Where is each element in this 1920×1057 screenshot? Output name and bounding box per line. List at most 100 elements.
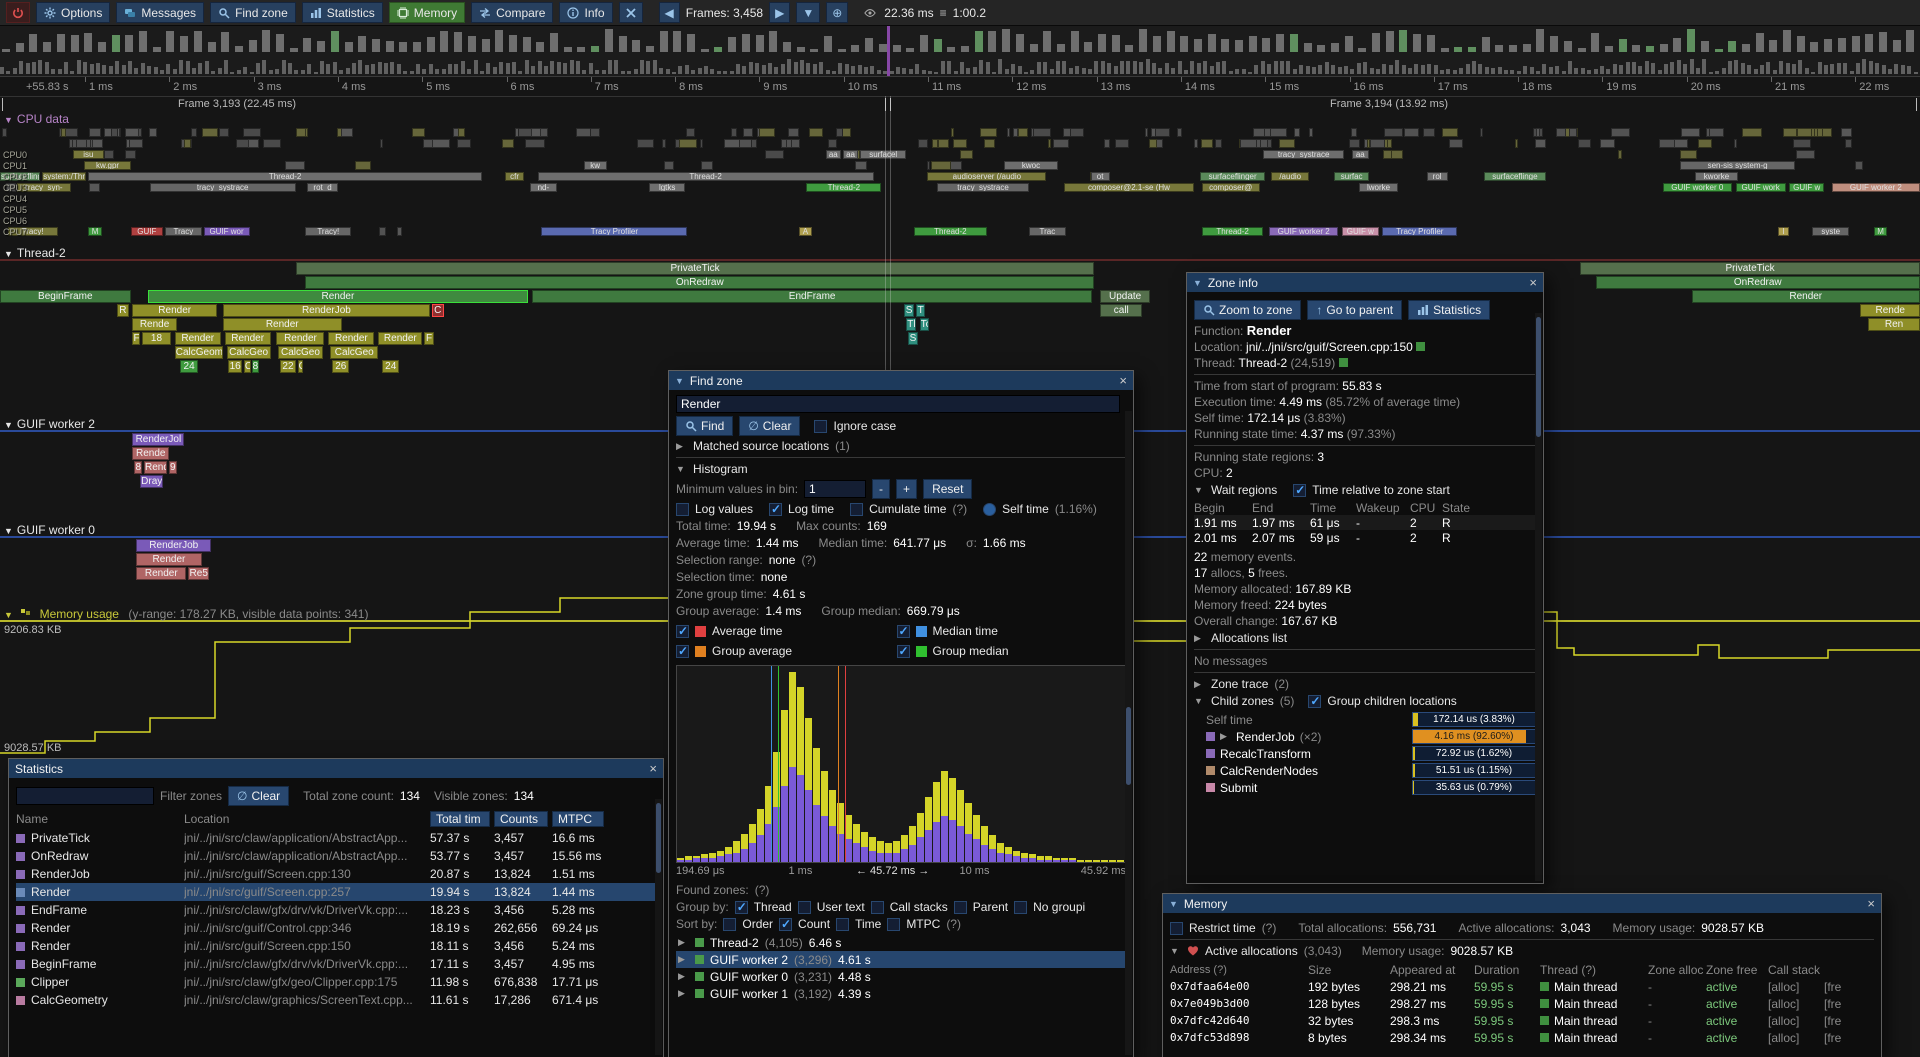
tools-button[interactable] <box>618 2 643 23</box>
cpu-segment[interactable] <box>60 128 67 137</box>
statistics-button[interactable]: Statistics <box>301 2 383 23</box>
column-header[interactable]: Size <box>1308 962 1332 977</box>
prev-frame-button[interactable]: ◀ <box>658 2 680 23</box>
zone[interactable]: CalcGeo <box>226 346 271 359</box>
wait-table-row[interactable]: 1.91 ms 1.97 ms 61 μs -2 R <box>1194 515 1536 530</box>
cpu-segment[interactable] <box>379 139 383 148</box>
zone[interactable]: S <box>908 332 918 345</box>
cpu-segment[interactable] <box>72 139 78 148</box>
zone[interactable]: C <box>432 304 444 317</box>
cpu-segment[interactable] <box>1214 139 1223 148</box>
cpu-segment[interactable] <box>960 150 974 159</box>
cpu-segment[interactable] <box>938 139 949 148</box>
cpu-segment[interactable] <box>730 128 737 137</box>
frame-row[interactable]: Frame 3,193 (22.45 ms) Frame 3,194 (13.9… <box>0 96 1920 112</box>
cpu-segment[interactable]: tracy_systrace <box>936 183 1030 192</box>
messages-button[interactable]: Messages <box>116 2 205 23</box>
zone[interactable]: CalcGeo <box>278 346 323 359</box>
column-header[interactable]: Appeared at <box>1390 962 1456 977</box>
series-toggle[interactable]: Average time <box>676 624 897 638</box>
call-stack-link[interactable]: [fre <box>1824 979 1842 994</box>
table-row[interactable]: BeginFrame jni/../jni/src/claw/gfx/drv/vk… <box>16 955 656 973</box>
zone[interactable]: call <box>1100 304 1143 317</box>
clear-button[interactable]: ∅ Clear <box>739 416 801 436</box>
table-row[interactable]: 0x7e049b3d00 128 bytes 298.27 ms 59.95 s Mai… <box>1170 995 1874 1012</box>
cpu-segment[interactable] <box>828 139 837 148</box>
cpu-segment[interactable] <box>378 227 386 236</box>
power-button[interactable] <box>6 2 30 23</box>
zone[interactable]: Render <box>136 567 187 580</box>
cpu-segment[interactable] <box>1514 139 1518 148</box>
cpu-segment[interactable]: Tracy! <box>305 227 352 236</box>
cpu-segment[interactable] <box>953 139 968 148</box>
cpu-segment[interactable]: Thread-2 <box>806 183 882 192</box>
cpu-segment[interactable] <box>1052 139 1070 148</box>
restrict-time-checkbox[interactable] <box>1170 921 1183 935</box>
cpu-segment[interactable]: GUIF w <box>1789 183 1824 192</box>
cpu-segment[interactable] <box>530 128 542 137</box>
cpu-segment[interactable] <box>855 161 867 170</box>
child-zone-row[interactable]: Submit 35.63 us (0.79%) <box>1194 779 1536 796</box>
option-checkbox[interactable] <box>850 502 864 516</box>
cpu-segment[interactable] <box>1577 139 1592 148</box>
cpu-segment[interactable] <box>1017 128 1028 137</box>
cpu-segment[interactable] <box>1279 139 1295 148</box>
cpu-segment[interactable] <box>396 227 402 236</box>
cpu-segment[interactable] <box>764 150 784 159</box>
series-checkbox[interactable] <box>676 624 689 638</box>
cpu-segment[interactable]: I <box>1777 227 1790 236</box>
cpu-segment[interactable]: system:/Thre <box>42 172 87 181</box>
find-zone-search-input[interactable] <box>676 395 1120 413</box>
cpu-segment[interactable]: surfac <box>1334 172 1369 181</box>
call-stack-link[interactable]: [fre <box>1824 1013 1842 1028</box>
memory-button[interactable]: Memory <box>388 2 466 23</box>
increase-button[interactable]: + <box>896 479 918 499</box>
cpu-segment[interactable]: Thread-2 <box>913 227 987 236</box>
cpu-segment[interactable]: tracy_syn- <box>17 183 72 192</box>
zone[interactable]: Render <box>1691 290 1920 303</box>
scrollbar-thumb[interactable] <box>1536 317 1541 437</box>
cpu-segment[interactable] <box>1259 139 1269 148</box>
cpu-segment[interactable] <box>1370 139 1385 148</box>
cpu-segment[interactable] <box>355 161 371 170</box>
cpu-segment[interactable] <box>758 128 776 137</box>
sort-by-checkbox[interactable] <box>836 917 850 931</box>
zone[interactable]: Render <box>136 553 202 566</box>
close-icon[interactable]: × <box>1529 275 1537 290</box>
cpu-segment[interactable] <box>525 139 545 148</box>
cpu-segment[interactable] <box>296 128 307 137</box>
child-zone-row[interactable]: ▶ RenderJob (×2) 4.16 ms (92.60%) <box>1194 728 1536 745</box>
cpu-segment[interactable]: Tracy <box>165 227 202 236</box>
cpu-segment[interactable] <box>6 183 17 192</box>
child-zone-row[interactable]: Self time 172.14 us (3.83%) <box>1194 711 1536 728</box>
cpu-segment[interactable] <box>1145 128 1149 137</box>
clear-filter-button[interactable]: ∅ Clear <box>228 786 290 806</box>
cpu-segment[interactable]: M <box>88 227 102 236</box>
cpu-segment[interactable] <box>1154 128 1171 137</box>
cpu-segment[interactable] <box>432 139 450 148</box>
scrollbar[interactable] <box>1535 313 1542 881</box>
series-checkbox[interactable] <box>896 624 910 638</box>
cpu-segment[interactable]: lgtks <box>648 183 686 192</box>
cpu-segment[interactable] <box>1680 128 1700 137</box>
cpu-segment[interactable] <box>103 150 114 159</box>
frame-dropdown-button[interactable]: ▼ <box>796 2 821 23</box>
statistics-button[interactable]: Statistics <box>1408 300 1491 320</box>
allocations-list[interactable]: ▶ Allocations list <box>1194 631 1288 645</box>
zone[interactable]: Tc <box>919 318 930 331</box>
cpu-segment[interactable]: tracy_systrace <box>149 183 296 192</box>
cpu-segment[interactable]: A <box>798 227 813 236</box>
zone[interactable]: Ren <box>1868 318 1920 331</box>
cpu-segment[interactable]: GUIF worker 2 <box>1831 183 1920 192</box>
cpu-segment[interactable]: kworke <box>1695 172 1738 181</box>
zone[interactable]: Re5 <box>188 567 210 580</box>
find-zone-titlebar[interactable]: ▼ Find zone × <box>669 371 1133 390</box>
cpu-segment[interactable] <box>1840 128 1852 137</box>
thread-header[interactable]: ▼ GUIF worker 0 <box>4 523 95 537</box>
options-button[interactable]: Options <box>36 2 111 23</box>
column-header[interactable]: Thread (?) <box>1540 962 1597 977</box>
cpu-segment[interactable] <box>1796 150 1815 159</box>
cpu-segment[interactable] <box>1817 128 1823 137</box>
cpu-segment[interactable] <box>89 183 101 192</box>
cpu-segment[interactable] <box>1148 139 1158 148</box>
